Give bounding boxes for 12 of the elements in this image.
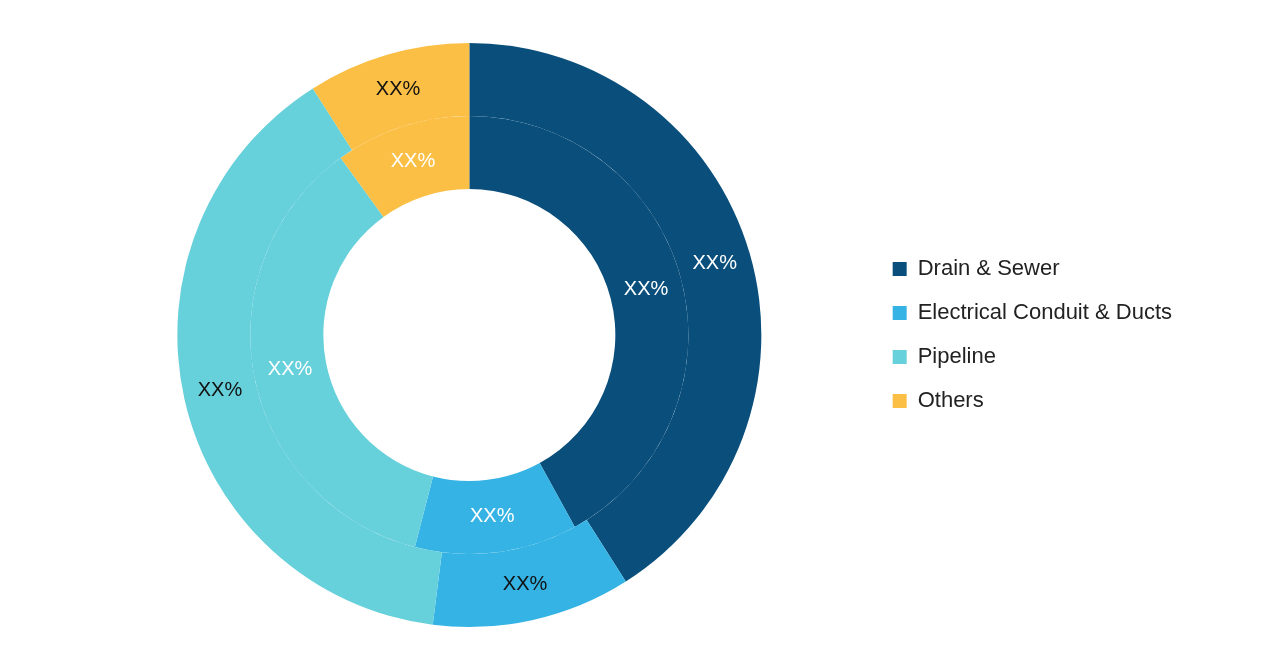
data-label: XX% <box>692 251 738 274</box>
legend-label: Others <box>917 387 984 413</box>
data-label: XX% <box>375 77 421 100</box>
data-label: XX% <box>469 503 515 526</box>
data-label: XX% <box>502 571 548 594</box>
legend-label: Electrical Conduit & Ducts <box>917 299 1173 325</box>
data-label: XX% <box>623 277 669 300</box>
data-label: XX% <box>197 378 243 401</box>
data-label: XX% <box>390 148 436 171</box>
data-label: XX% <box>267 356 313 379</box>
legend-label: Drain & Sewer <box>917 255 1060 281</box>
legend-label: Pipeline <box>917 343 996 369</box>
